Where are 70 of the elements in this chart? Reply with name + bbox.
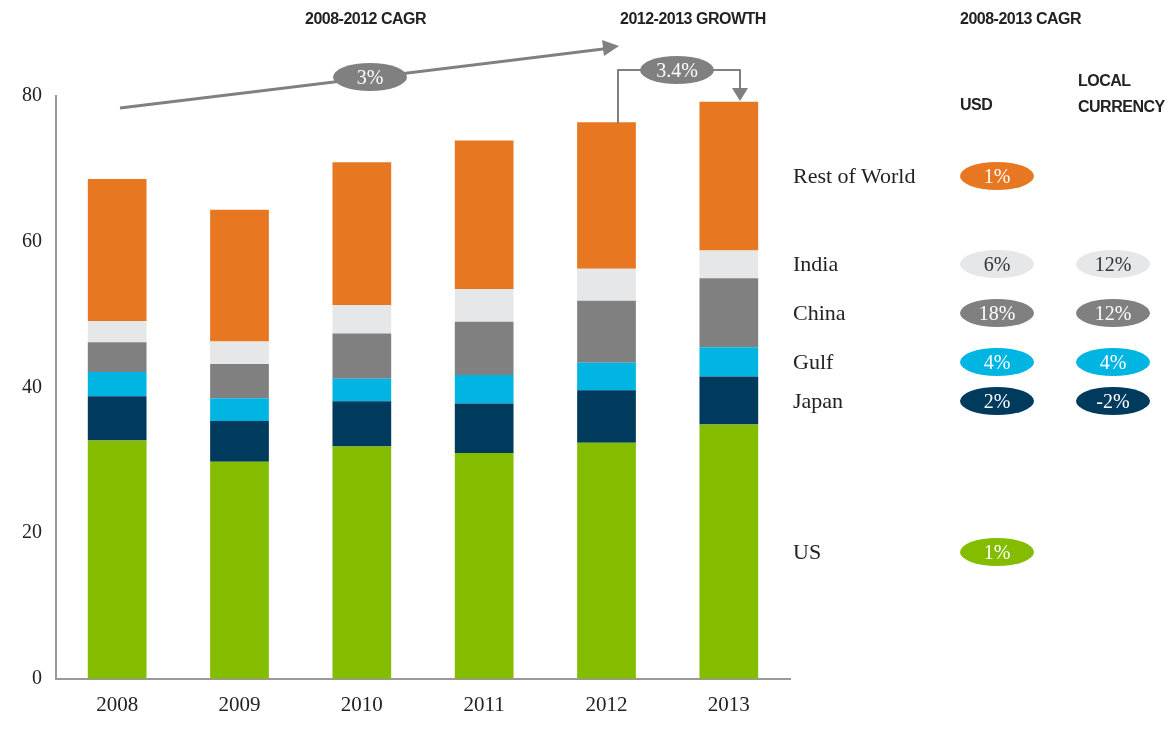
bar [577,390,636,443]
bar [210,461,269,679]
bar [87,396,147,441]
bar [577,362,636,391]
series-label: China [793,299,846,326]
bar [210,398,269,421]
text: 18% [960,298,1034,327]
bar [699,250,759,279]
text: LOCAL CURRENCY [1078,71,1166,117]
y-tick-label: 80 [22,83,42,106]
bar [210,420,269,462]
text: 12% [1076,250,1150,279]
bar [87,179,147,322]
text: 3% [333,63,407,91]
bar [332,446,392,679]
bar [87,440,147,679]
y-tick-label: 60 [22,228,42,251]
bar [210,209,269,342]
bar [454,321,514,376]
text: 4% [960,347,1034,376]
bar [577,442,636,679]
bar [699,101,759,251]
bar [87,342,147,373]
legend-label: Rest of World [793,163,916,190]
text: 1% [960,162,1034,191]
bar [332,401,392,447]
bar [699,376,759,425]
text: 2008-2013 CAGR [960,10,1082,28]
x-tick-label: 2010 [340,691,383,716]
text: 4% [1076,347,1150,376]
bar [577,122,636,269]
text: 2012-2013 GROWTH [620,10,766,28]
x-tick-label: 2009 [218,691,261,716]
bar [210,341,269,365]
bar [87,321,147,343]
series-label: Japan [793,387,844,414]
bar [699,347,759,377]
bar [454,403,514,453]
x-tick-label: 2012 [585,691,628,716]
text: USD [960,96,993,114]
bar [332,305,392,334]
bar [87,372,147,397]
x-tick-label: 2008 [96,691,139,716]
y-tick-label: 40 [22,374,42,397]
text: -2% [1076,386,1150,415]
series-label: US [793,538,822,565]
bar [699,278,759,348]
y-tick-label: 20 [22,520,42,543]
bar [454,375,514,404]
x-tick-label: 2013 [707,691,750,716]
series-label: India [793,251,839,278]
bar [332,333,392,379]
bar [454,289,514,322]
bar [454,452,514,679]
text: 3.4% [640,56,714,84]
text: 1% [960,537,1034,566]
bar [332,162,392,306]
y-tick-label: 0 [32,666,42,689]
bar [577,268,636,301]
text: 2008-2012 CAGR [305,10,427,28]
text: 6% [960,250,1034,279]
bar [210,364,269,399]
text: 12% [1076,298,1150,327]
x-tick-label: 2011 [463,691,505,716]
bar [577,300,636,363]
series-label: Gulf [793,348,834,375]
bar [699,424,759,679]
text: 2% [960,386,1034,415]
bar [332,378,392,402]
bar [454,140,514,290]
